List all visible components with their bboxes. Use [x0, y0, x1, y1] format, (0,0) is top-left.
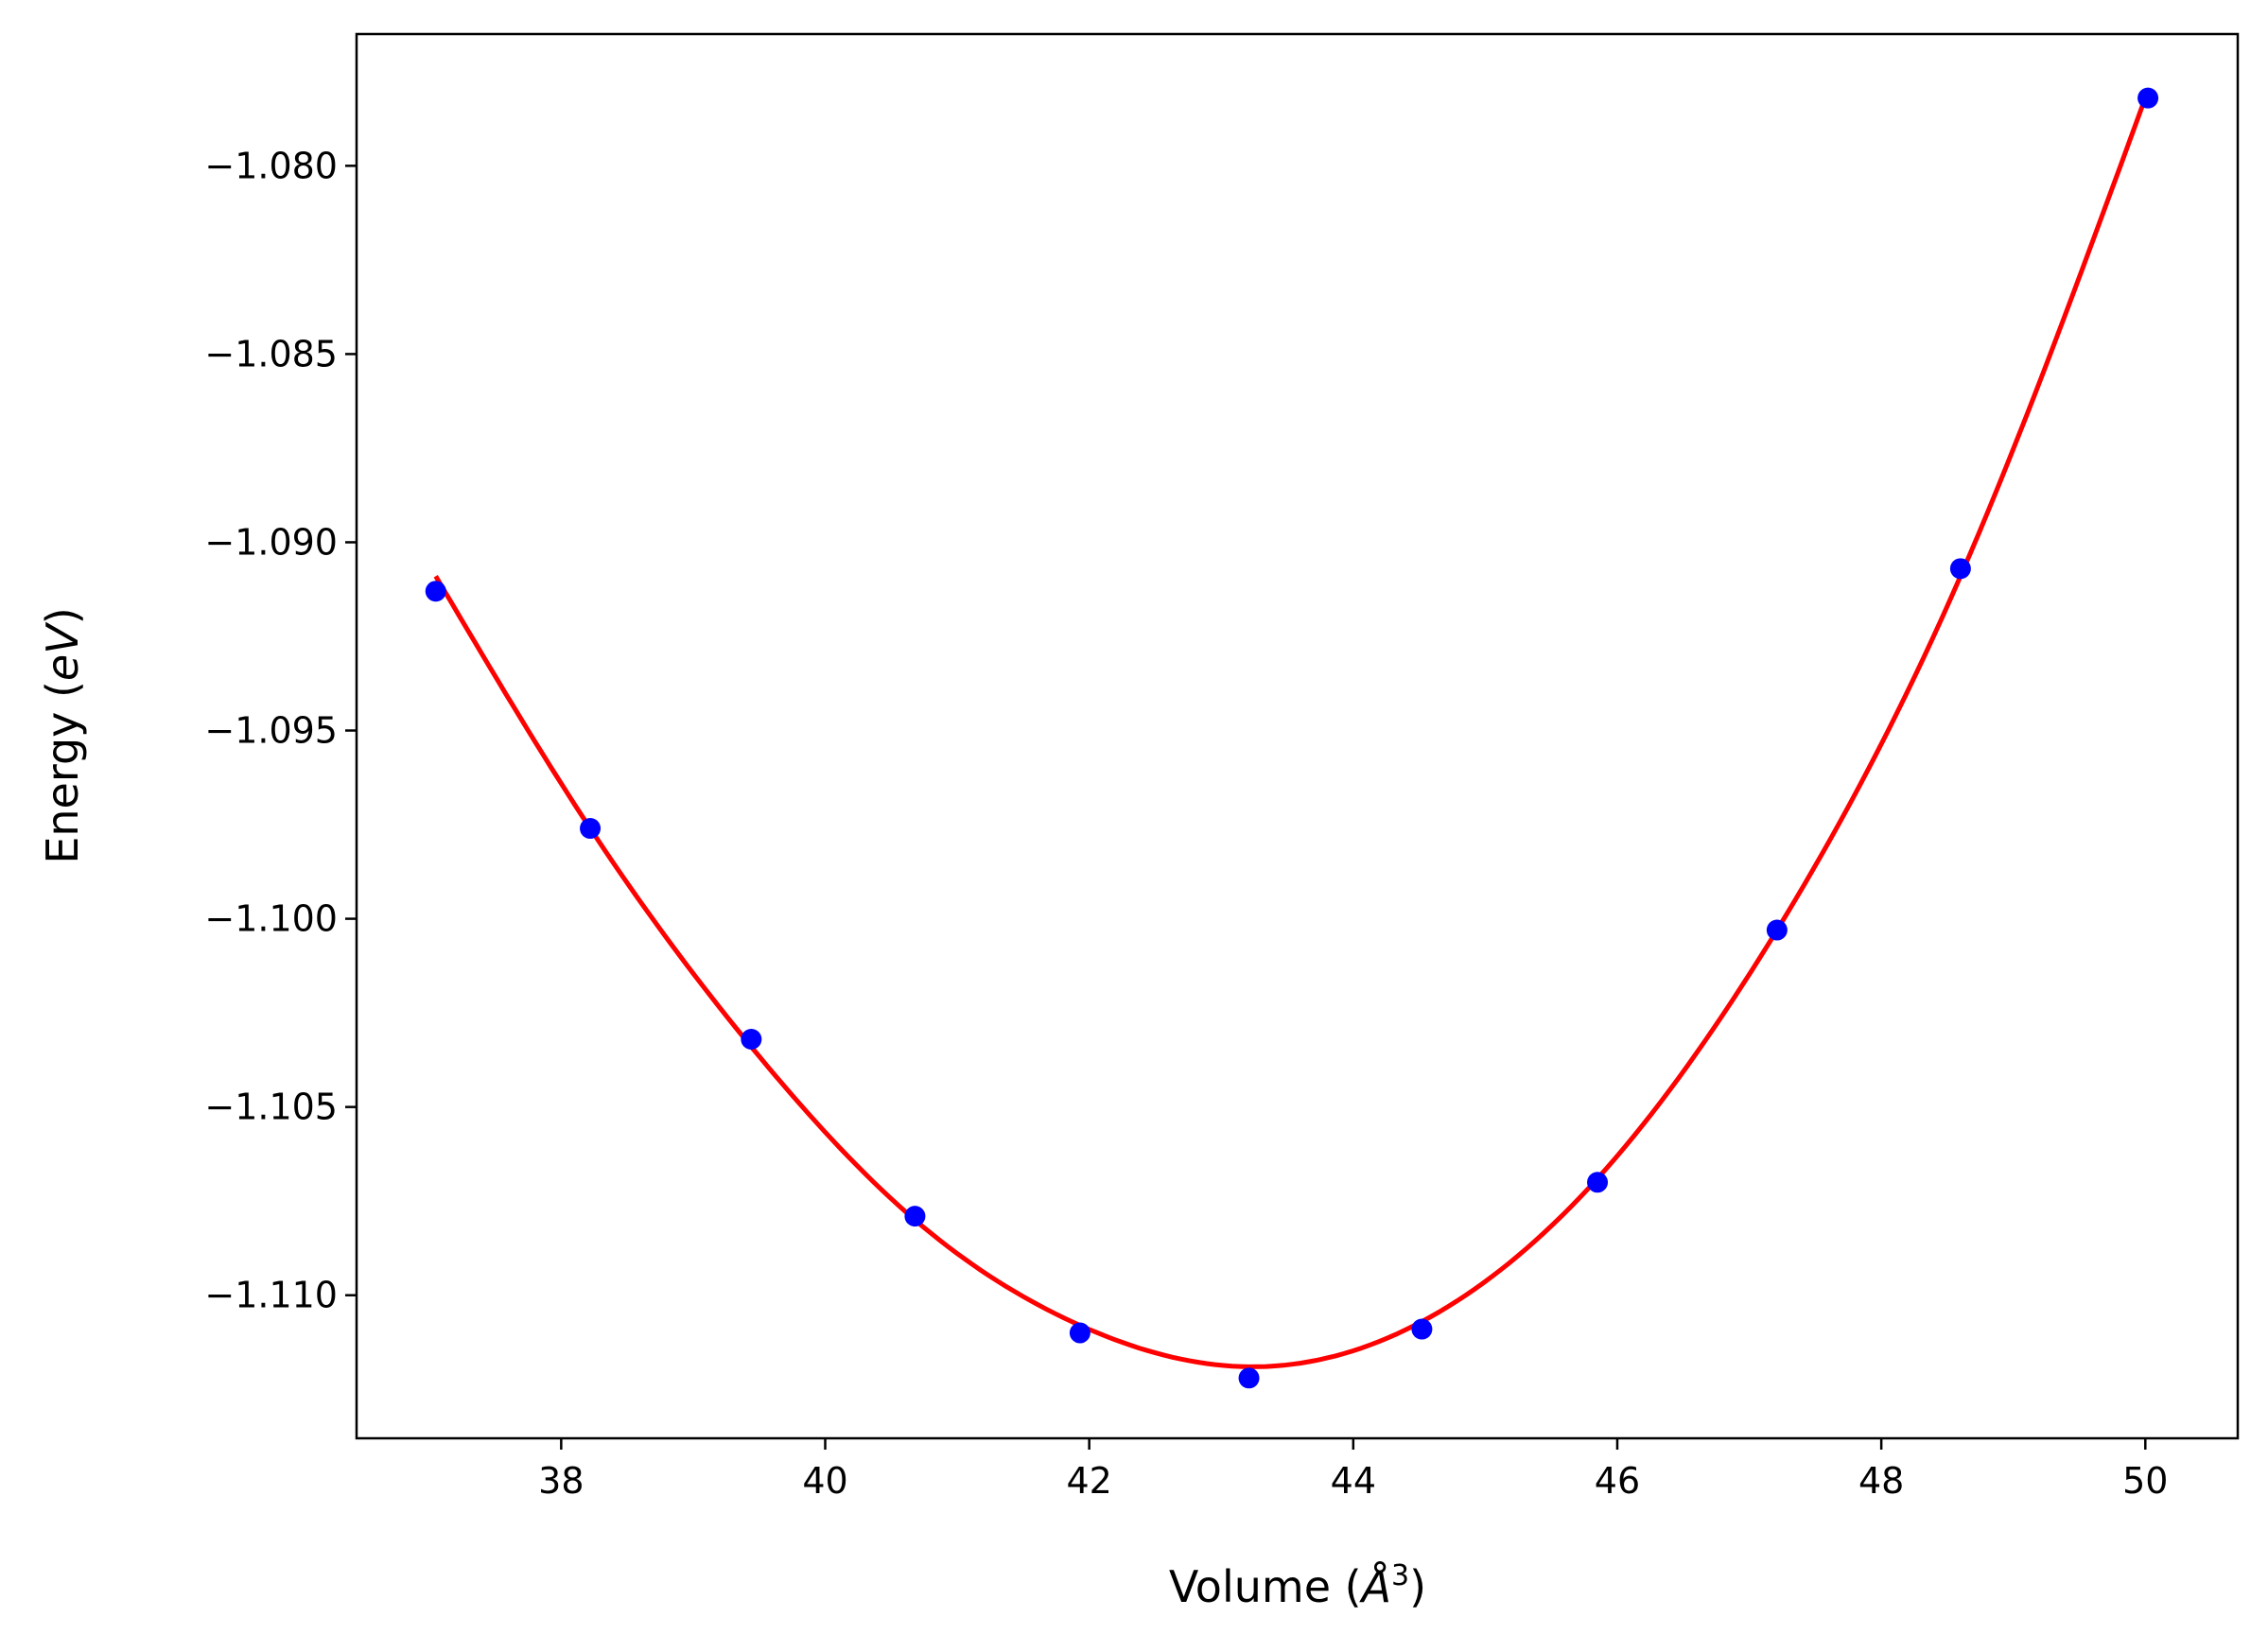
y-axis-label-unit: eV [37, 621, 88, 681]
x-tick-label: 44 [1331, 1460, 1376, 1502]
y-tick-label: −1.090 [204, 521, 338, 563]
y-axis-label-close: ) [37, 607, 88, 624]
data-point [580, 818, 602, 840]
data-point [2137, 87, 2159, 109]
data-point [425, 581, 446, 602]
y-axis-label: Energy (eV) [37, 607, 88, 863]
x-axis-label-close: ) [1409, 1561, 1426, 1612]
data-point [1949, 558, 1971, 580]
x-axis: 38 40 42 44 46 48 50 [538, 1438, 2168, 1502]
x-axis-label: Volume (Å3) [1169, 1559, 1426, 1612]
plot-area [425, 87, 2159, 1389]
y-tick-label: −1.110 [204, 1275, 338, 1316]
x-tick-label: 46 [1595, 1460, 1640, 1502]
x-tick-label: 42 [1066, 1460, 1111, 1502]
y-tick-label: −1.085 [204, 333, 338, 374]
data-point [1766, 919, 1788, 941]
axes-frame [355, 32, 2240, 1440]
y-axis: −1.080 −1.085 −1.090 −1.095 −1.100 −1.105 −1.1… [204, 145, 357, 1316]
data-point [741, 1028, 762, 1050]
y-axis-label-main: Energy ( [37, 681, 88, 864]
x-axis-label-unit: Å [1359, 1561, 1391, 1612]
fit-curve [433, 89, 2151, 1369]
x-tick-label: 48 [1858, 1460, 1904, 1502]
data-point [904, 1206, 926, 1227]
y-tick-label: −1.105 [204, 1087, 338, 1128]
y-tick-label: −1.100 [204, 898, 338, 940]
data-point [1069, 1322, 1090, 1344]
x-axis-label-main: Volume ( [1169, 1561, 1362, 1612]
y-tick-label: −1.080 [204, 145, 338, 186]
x-tick-label: 50 [2122, 1460, 2168, 1502]
x-tick-label: 38 [538, 1460, 584, 1502]
x-tick-label: 40 [802, 1460, 847, 1502]
data-point [1238, 1367, 1260, 1389]
y-tick-label: −1.095 [204, 710, 338, 752]
data-point [1411, 1318, 1433, 1340]
x-axis-label-exponent: 3 [1391, 1559, 1409, 1592]
data-point [1587, 1172, 1609, 1193]
